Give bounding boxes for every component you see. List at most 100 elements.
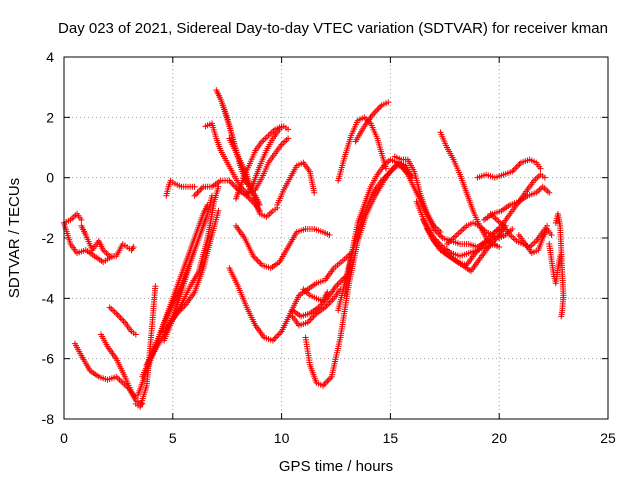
y-tick-label: -4 <box>42 290 55 306</box>
y-axis-label: SDTVAR / TECUs <box>6 178 23 298</box>
data-point <box>111 253 118 260</box>
series-22 <box>274 159 318 208</box>
data-point <box>372 108 379 115</box>
data-point <box>515 162 522 169</box>
data-point <box>132 394 139 401</box>
data-point <box>537 165 544 172</box>
data-point <box>253 256 260 263</box>
data-point <box>509 225 516 232</box>
data-point <box>215 207 222 214</box>
data-point <box>546 189 553 196</box>
y-tick-label: 2 <box>46 109 54 125</box>
data-point <box>229 180 236 187</box>
series-23 <box>232 222 333 272</box>
data-markers <box>61 87 567 410</box>
data-point <box>117 314 124 321</box>
data-point <box>311 189 318 196</box>
data-point <box>78 216 85 223</box>
data-point <box>274 333 281 340</box>
data-point <box>197 186 204 193</box>
data-point <box>119 316 126 323</box>
series-13 <box>163 177 198 199</box>
x-tick-label: 15 <box>383 430 399 446</box>
data-point <box>383 165 390 172</box>
x-tick-label: 5 <box>169 430 177 446</box>
data-point <box>132 331 139 338</box>
series-5 <box>97 331 139 401</box>
series-15 <box>202 120 257 196</box>
series-2 <box>78 222 137 260</box>
data-point <box>374 106 381 113</box>
data-point <box>541 174 548 181</box>
data-point <box>120 317 127 324</box>
data-point <box>198 185 205 192</box>
data-point <box>116 313 123 320</box>
data-point <box>307 316 314 323</box>
data-point <box>321 381 328 388</box>
x-tick-label: 10 <box>274 430 290 446</box>
series-44 <box>515 225 555 257</box>
plot-frame <box>63 56 609 420</box>
data-point <box>285 135 292 142</box>
series-19 <box>243 123 292 199</box>
series-27 <box>300 286 331 305</box>
chart-title: Day 023 of 2021, Sidereal Day-to-day VTE… <box>58 20 608 37</box>
data-point <box>285 126 292 133</box>
data-point <box>512 165 519 172</box>
x-tick-label: 0 <box>60 430 68 446</box>
data-point <box>114 311 121 318</box>
y-tick-label: -6 <box>42 351 55 367</box>
data-point <box>375 105 382 112</box>
data-point <box>385 99 392 106</box>
series-14 <box>191 177 263 214</box>
y-tick-label: 4 <box>46 49 54 65</box>
series-28 <box>302 159 416 389</box>
data-point <box>513 164 520 171</box>
data-point <box>326 231 333 238</box>
data-point <box>317 302 324 309</box>
series-45 <box>552 210 567 320</box>
data-point <box>335 280 342 287</box>
series-26 <box>289 286 344 329</box>
data-point <box>191 183 198 190</box>
series-12 <box>161 183 222 344</box>
series-6 <box>106 304 139 338</box>
data-point <box>548 231 555 238</box>
data-point <box>324 378 331 385</box>
data-point <box>129 245 136 252</box>
data-point <box>191 192 198 199</box>
series-40 <box>474 156 544 181</box>
series-43 <box>487 210 551 251</box>
data-point <box>130 244 137 251</box>
x-tick-label: 20 <box>491 430 507 446</box>
data-point <box>496 244 503 251</box>
data-point <box>436 231 443 238</box>
y-tick-label: 0 <box>46 170 54 186</box>
data-point <box>195 188 202 195</box>
series-46 <box>546 241 564 287</box>
data-point <box>202 216 209 223</box>
x-tick-label: 25 <box>600 430 616 446</box>
series-21 <box>232 123 285 202</box>
data-point <box>558 313 565 320</box>
x-tick-labels: 0 5 10 15 20 25 <box>60 430 616 446</box>
data-point <box>311 311 318 318</box>
data-point <box>256 259 263 266</box>
data-point <box>152 283 159 290</box>
data-point <box>254 257 261 264</box>
y-tick-labels: -8 -6 -4 -2 0 2 4 <box>42 49 55 427</box>
data-point <box>193 191 200 198</box>
series-20 <box>252 135 292 193</box>
data-point <box>194 189 201 196</box>
data-point <box>278 123 285 130</box>
data-point <box>334 281 341 288</box>
series-25 <box>289 274 348 320</box>
data-point <box>275 331 282 338</box>
x-axis-label: GPS time / hours <box>279 458 393 475</box>
data-point <box>271 336 278 343</box>
series-32 <box>352 99 392 145</box>
data-point <box>325 376 332 383</box>
series-37 <box>424 222 509 275</box>
data-point <box>227 179 234 186</box>
